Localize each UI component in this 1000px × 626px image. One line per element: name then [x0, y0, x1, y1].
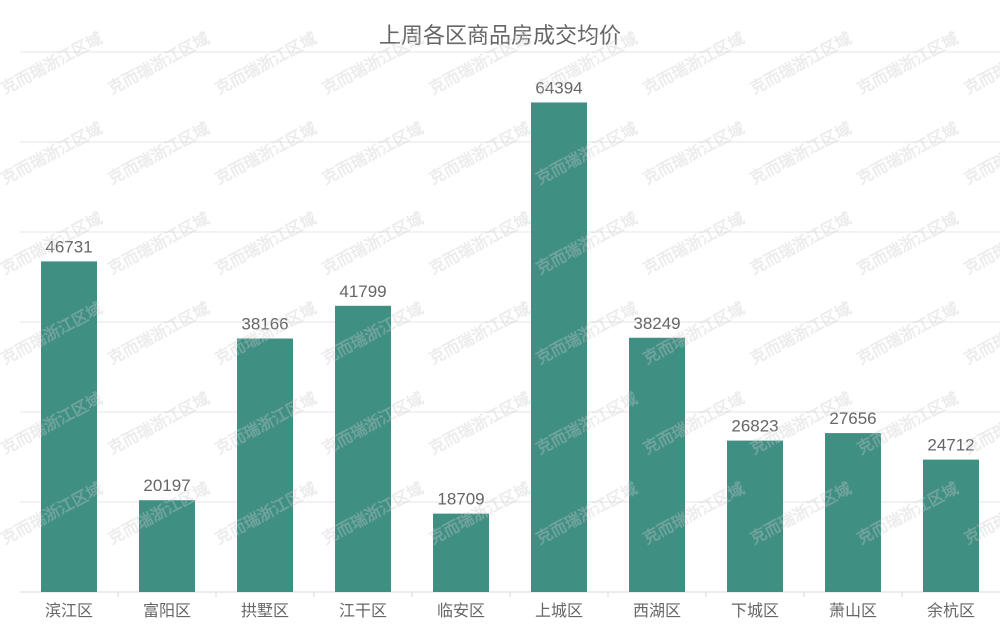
bar-富阳区: [139, 500, 195, 592]
chart-title: 上周各区商品房成交均价: [378, 24, 621, 49]
x-tick-label: 上城区: [535, 601, 583, 620]
x-tick-label: 滨江区: [45, 601, 93, 620]
x-tick-label: 临安区: [437, 601, 485, 620]
bar-西湖区: [629, 337, 685, 592]
data-label: 38249: [633, 314, 680, 333]
data-label: 38166: [241, 315, 288, 334]
data-label: 24712: [927, 436, 974, 455]
data-label: 41799: [339, 282, 386, 301]
x-tick-label: 富阳区: [143, 601, 191, 620]
x-tick-label: 余杭区: [927, 601, 975, 620]
data-label: 26823: [731, 417, 778, 436]
x-tick-label: 江干区: [339, 601, 387, 620]
data-label: 64394: [535, 78, 582, 97]
x-tick-label: 下城区: [731, 601, 779, 620]
data-label: 18709: [437, 490, 484, 509]
x-tick-label: 拱墅区: [241, 601, 289, 620]
bar-江干区: [335, 305, 391, 592]
bar-拱墅区: [237, 338, 293, 592]
bar-临安区: [433, 513, 489, 592]
bar-滨江区: [41, 261, 97, 592]
data-label: 46731: [45, 237, 92, 256]
x-tick-label: 西湖区: [633, 601, 681, 620]
data-label: 27656: [829, 409, 876, 428]
bar-余杭区: [923, 459, 979, 592]
bar-下城区: [727, 440, 783, 592]
bar-上城区: [531, 102, 587, 592]
data-label: 20197: [143, 476, 190, 495]
bar-萧山区: [825, 433, 881, 592]
x-tick-label: 萧山区: [829, 601, 877, 620]
